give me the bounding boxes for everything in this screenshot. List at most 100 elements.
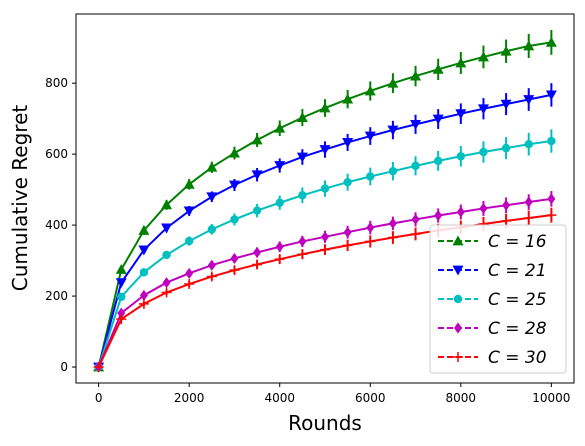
data-point — [388, 217, 397, 229]
data-point — [251, 134, 263, 145]
data-point — [230, 252, 239, 264]
data-point — [477, 51, 489, 62]
data-point — [183, 178, 195, 189]
legend-marker — [453, 294, 463, 304]
data-point — [455, 109, 467, 120]
data-point — [365, 236, 376, 247]
data-point — [274, 122, 286, 133]
x-tick-label: 0 — [95, 391, 103, 405]
data-point — [455, 57, 467, 68]
x-tick-label: 4000 — [264, 391, 295, 405]
legend-marker — [453, 352, 463, 362]
legend-entry: C = 16 — [438, 232, 547, 252]
data-point — [184, 236, 194, 246]
x-tick-label: 6000 — [355, 391, 386, 405]
data-point — [139, 289, 148, 301]
legend: C = 16 C = 21 C = 25 C = 28 C = 30 — [429, 224, 567, 374]
plot-frame — [75, 13, 575, 384]
data-point — [229, 265, 240, 276]
legend-entry: C = 21 — [438, 261, 547, 281]
data-point — [387, 77, 399, 88]
data-point — [410, 228, 421, 239]
data-point — [297, 249, 308, 260]
data-point — [411, 213, 420, 225]
data-point — [183, 206, 195, 217]
data-point — [251, 170, 263, 181]
data-point — [342, 240, 353, 251]
data-point — [545, 36, 557, 47]
data-point — [298, 235, 307, 247]
data-point — [523, 40, 535, 51]
legend-label: C = 16 — [488, 232, 547, 252]
data-point — [321, 231, 329, 243]
data-point — [252, 206, 262, 215]
data-point — [433, 156, 443, 166]
data-point — [161, 223, 173, 234]
x-tick-label: 8000 — [446, 391, 477, 405]
data-point — [502, 199, 511, 211]
series-4 — [94, 191, 556, 373]
data-point — [162, 250, 171, 260]
data-point — [523, 213, 534, 224]
data-point — [162, 277, 171, 289]
data-point — [139, 268, 149, 277]
data-point — [296, 112, 308, 123]
data-point — [388, 166, 398, 176]
data-point — [366, 222, 375, 234]
data-point — [366, 172, 375, 181]
x-tick-label: 10000 — [532, 391, 570, 405]
data-point — [434, 210, 443, 222]
data-point — [230, 215, 239, 224]
data-point — [410, 70, 422, 81]
legend-label: C = 25 — [488, 290, 547, 310]
series-3 — [94, 129, 556, 372]
data-point — [479, 202, 488, 214]
data-point — [319, 102, 331, 113]
legend-marker — [454, 322, 462, 334]
data-point — [500, 99, 512, 110]
data-point — [206, 192, 218, 203]
x-axis-title: Rounds — [288, 411, 362, 435]
data-point — [410, 119, 422, 130]
data-point — [501, 215, 512, 226]
data-point — [320, 244, 330, 255]
data-point — [228, 180, 240, 191]
data-point — [501, 143, 511, 153]
data-point — [228, 147, 240, 158]
data-point — [411, 161, 420, 171]
data-point — [387, 232, 398, 243]
legend-label: C = 21 — [488, 261, 547, 281]
legend-entry: C = 28 — [438, 319, 547, 339]
data-point — [364, 85, 376, 96]
data-point — [161, 199, 173, 210]
data-point — [275, 198, 284, 207]
data-point — [138, 224, 150, 235]
data-point — [343, 177, 352, 187]
data-point — [479, 147, 488, 157]
data-point — [206, 271, 217, 282]
data-point — [296, 152, 308, 163]
data-point — [117, 292, 126, 301]
data-point — [524, 140, 533, 149]
x-tick-label: 2000 — [174, 391, 205, 405]
data-point — [500, 45, 512, 56]
data-point — [206, 161, 218, 172]
data-point — [545, 90, 557, 101]
data-point — [342, 138, 354, 148]
data-point — [274, 161, 286, 172]
data-point — [524, 196, 533, 208]
legend-label: C = 28 — [488, 319, 547, 339]
legend-entry: C = 25 — [438, 290, 547, 310]
series-1 — [93, 29, 557, 372]
axis-ticks: 0 2000 4000 6000 8000 10000 0 200 400 600 800 — [45, 76, 570, 405]
data-point — [138, 298, 149, 309]
legend-marker — [452, 235, 464, 246]
y-tick-label: 800 — [45, 76, 68, 90]
data-point — [456, 152, 466, 161]
data-point — [342, 93, 354, 104]
data-point — [161, 287, 172, 298]
data-point — [547, 193, 556, 205]
legend-entry: C = 30 — [438, 348, 547, 368]
data-point — [253, 246, 262, 258]
legend-marker — [452, 265, 464, 276]
